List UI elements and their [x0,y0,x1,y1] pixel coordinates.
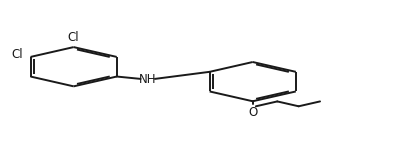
Text: Cl: Cl [68,31,80,44]
Text: Cl: Cl [11,48,23,61]
Text: O: O [248,106,258,119]
Text: NH: NH [139,73,156,86]
